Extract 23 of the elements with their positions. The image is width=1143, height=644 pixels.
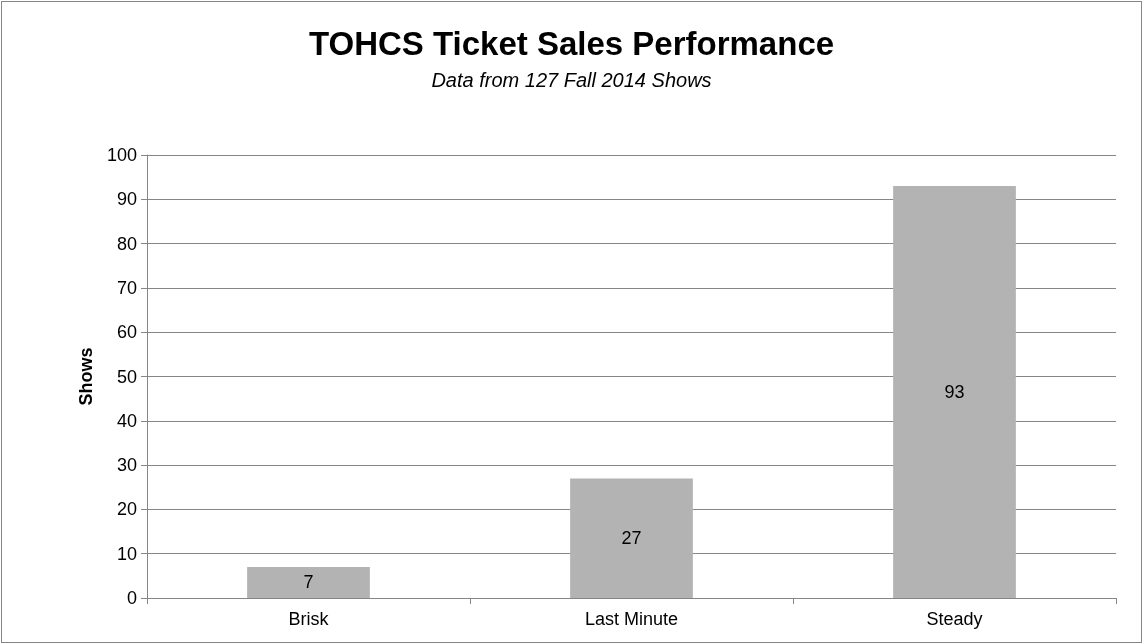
chart-title: TOHCS Ticket Sales Performance [308, 25, 835, 62]
bar [570, 478, 693, 598]
y-tick-label: 50 [116, 366, 137, 387]
x-tick-label: Last Minute [584, 609, 679, 629]
data-label: 27 [621, 528, 642, 549]
y-tick-label: 70 [116, 277, 137, 298]
y-tick-label: 40 [116, 410, 137, 431]
y-tick-label: 90 [116, 189, 137, 210]
bar [893, 186, 1016, 598]
data-label: 7 [303, 572, 314, 593]
y-tick-label: 80 [116, 233, 137, 254]
bar [247, 566, 370, 598]
y-tick-label: 60 [116, 322, 137, 343]
y-tick-label: 30 [116, 455, 137, 476]
y-tick-label: 100 [106, 145, 137, 165]
x-tick-label: Steady [926, 609, 983, 629]
y-tick-label: 10 [116, 543, 137, 564]
x-tick-label: Brisk [288, 609, 330, 629]
y-tick-label: 20 [116, 499, 137, 520]
chart-subtitle: Data from 127 Fall 2014 Shows [431, 69, 712, 91]
y-axis-title: Shows [76, 347, 96, 406]
data-label: 93 [944, 382, 965, 403]
y-tick-label: 0 [126, 588, 137, 608]
